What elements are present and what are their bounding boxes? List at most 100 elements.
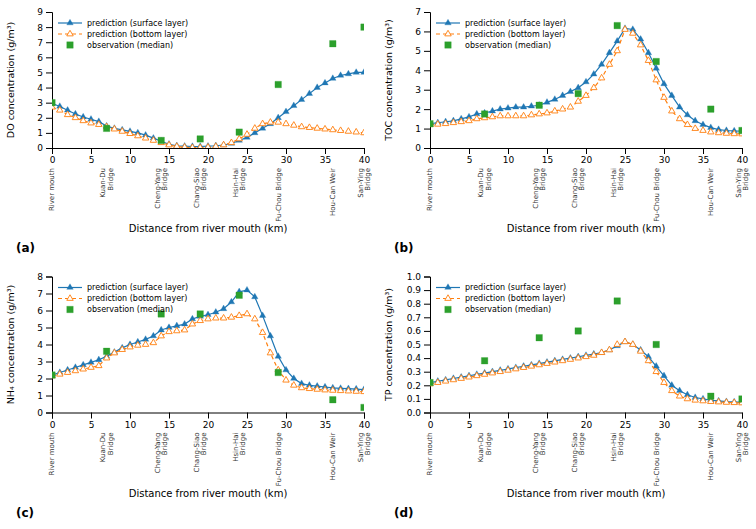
annotation: Fu-Chou Bridge bbox=[275, 168, 283, 222]
tick-label: 1.0 bbox=[407, 272, 422, 282]
axis-line bbox=[431, 413, 743, 419]
marker bbox=[430, 121, 433, 127]
tick-mark bbox=[46, 42, 52, 43]
marker bbox=[236, 312, 242, 318]
tick-mark bbox=[703, 413, 704, 419]
line bbox=[430, 342, 742, 403]
tick: 7 bbox=[37, 289, 52, 299]
tick-label: 7 bbox=[37, 289, 43, 299]
marker bbox=[723, 130, 729, 136]
marker bbox=[450, 376, 456, 382]
tick: 1 bbox=[37, 128, 52, 138]
marker bbox=[528, 103, 534, 109]
annotation: Fu-Chou Bridge bbox=[653, 168, 661, 222]
legend: prediction (surface layer)prediction (bo… bbox=[58, 19, 188, 50]
axis-line bbox=[431, 149, 743, 155]
marker bbox=[111, 349, 117, 355]
marker bbox=[723, 398, 729, 404]
markers bbox=[52, 286, 364, 391]
marker bbox=[692, 125, 698, 131]
tick-mark bbox=[625, 413, 626, 419]
tick-mark bbox=[364, 148, 365, 154]
legend-item: prediction (bottom layer) bbox=[436, 294, 565, 303]
tick: 30 bbox=[659, 148, 671, 165]
legend-item: prediction (bottom layer) bbox=[58, 294, 187, 303]
plot-area bbox=[52, 24, 364, 148]
tick-label: 0.0 bbox=[407, 408, 422, 418]
tick-label: 40 bbox=[359, 420, 371, 430]
markers bbox=[430, 22, 742, 133]
tick-mark bbox=[91, 148, 92, 154]
marker bbox=[103, 125, 109, 131]
marker bbox=[637, 348, 643, 354]
tick-mark bbox=[424, 129, 430, 130]
tick-mark bbox=[46, 118, 52, 119]
marker bbox=[64, 111, 70, 117]
marker bbox=[575, 90, 581, 96]
tick-label: 0.9 bbox=[407, 285, 422, 295]
tick-mark bbox=[424, 413, 430, 414]
marker bbox=[337, 387, 343, 393]
y-axis: 01234567 bbox=[415, 7, 430, 153]
legend-marker bbox=[67, 284, 73, 290]
tick-label: 0 bbox=[428, 420, 434, 430]
tick: 0.2 bbox=[407, 381, 430, 391]
tick: 0.7 bbox=[407, 313, 430, 323]
tick-mark bbox=[364, 413, 365, 419]
tick-label: 4 bbox=[415, 66, 421, 76]
tick-mark bbox=[46, 103, 52, 104]
marker bbox=[536, 102, 542, 108]
marker bbox=[228, 314, 234, 320]
tick: 0 bbox=[50, 413, 56, 430]
marker bbox=[536, 110, 542, 116]
marker bbox=[497, 105, 503, 111]
marker bbox=[330, 126, 336, 132]
legend-label: prediction (bottom layer) bbox=[87, 30, 187, 39]
marker bbox=[606, 49, 612, 55]
marker bbox=[298, 123, 304, 129]
tick-label: 10 bbox=[503, 155, 515, 165]
line bbox=[52, 107, 364, 147]
marker bbox=[306, 90, 312, 96]
tick-label: 2 bbox=[37, 113, 43, 123]
tick-label: 3 bbox=[415, 85, 421, 95]
tick: 6 bbox=[37, 53, 52, 63]
tick: 20 bbox=[203, 148, 215, 165]
marker bbox=[676, 115, 682, 121]
tick-mark bbox=[469, 413, 470, 419]
marker bbox=[111, 125, 117, 131]
legend-label: prediction (bottom layer) bbox=[465, 294, 565, 303]
tick-mark bbox=[130, 413, 131, 419]
marker bbox=[598, 349, 604, 355]
tick-mark bbox=[424, 51, 430, 52]
marker bbox=[513, 365, 519, 371]
marker bbox=[197, 317, 203, 323]
legend-marker bbox=[445, 19, 451, 25]
marker bbox=[314, 125, 320, 131]
markers bbox=[430, 338, 742, 405]
tick-mark bbox=[46, 148, 52, 149]
tick-label: 0 bbox=[50, 155, 56, 165]
marker bbox=[430, 379, 433, 385]
marker bbox=[166, 328, 172, 334]
marker bbox=[345, 128, 351, 134]
annotations: River mouthKuan-DuBridgeCheng-YangBridge… bbox=[426, 432, 750, 486]
marker bbox=[481, 371, 487, 377]
tick-label: 6 bbox=[37, 306, 43, 316]
tick: 2 bbox=[415, 105, 430, 115]
annotation: Chang-SiaoBridge bbox=[193, 168, 209, 208]
marker bbox=[653, 368, 659, 374]
tick: 15 bbox=[542, 148, 553, 165]
annotation: San-YingBridge bbox=[735, 168, 751, 198]
annotation: Kuan-DuBridge bbox=[477, 433, 493, 463]
marker bbox=[559, 92, 565, 98]
marker bbox=[298, 384, 304, 390]
tick-mark bbox=[424, 372, 430, 373]
marker bbox=[314, 386, 320, 392]
marker bbox=[669, 92, 675, 98]
tick-label: 1 bbox=[37, 391, 43, 401]
tick-label: 4 bbox=[37, 83, 43, 93]
y-axis: 012345678 bbox=[37, 272, 52, 418]
marker bbox=[481, 111, 487, 117]
tick-label: 7 bbox=[415, 7, 421, 17]
